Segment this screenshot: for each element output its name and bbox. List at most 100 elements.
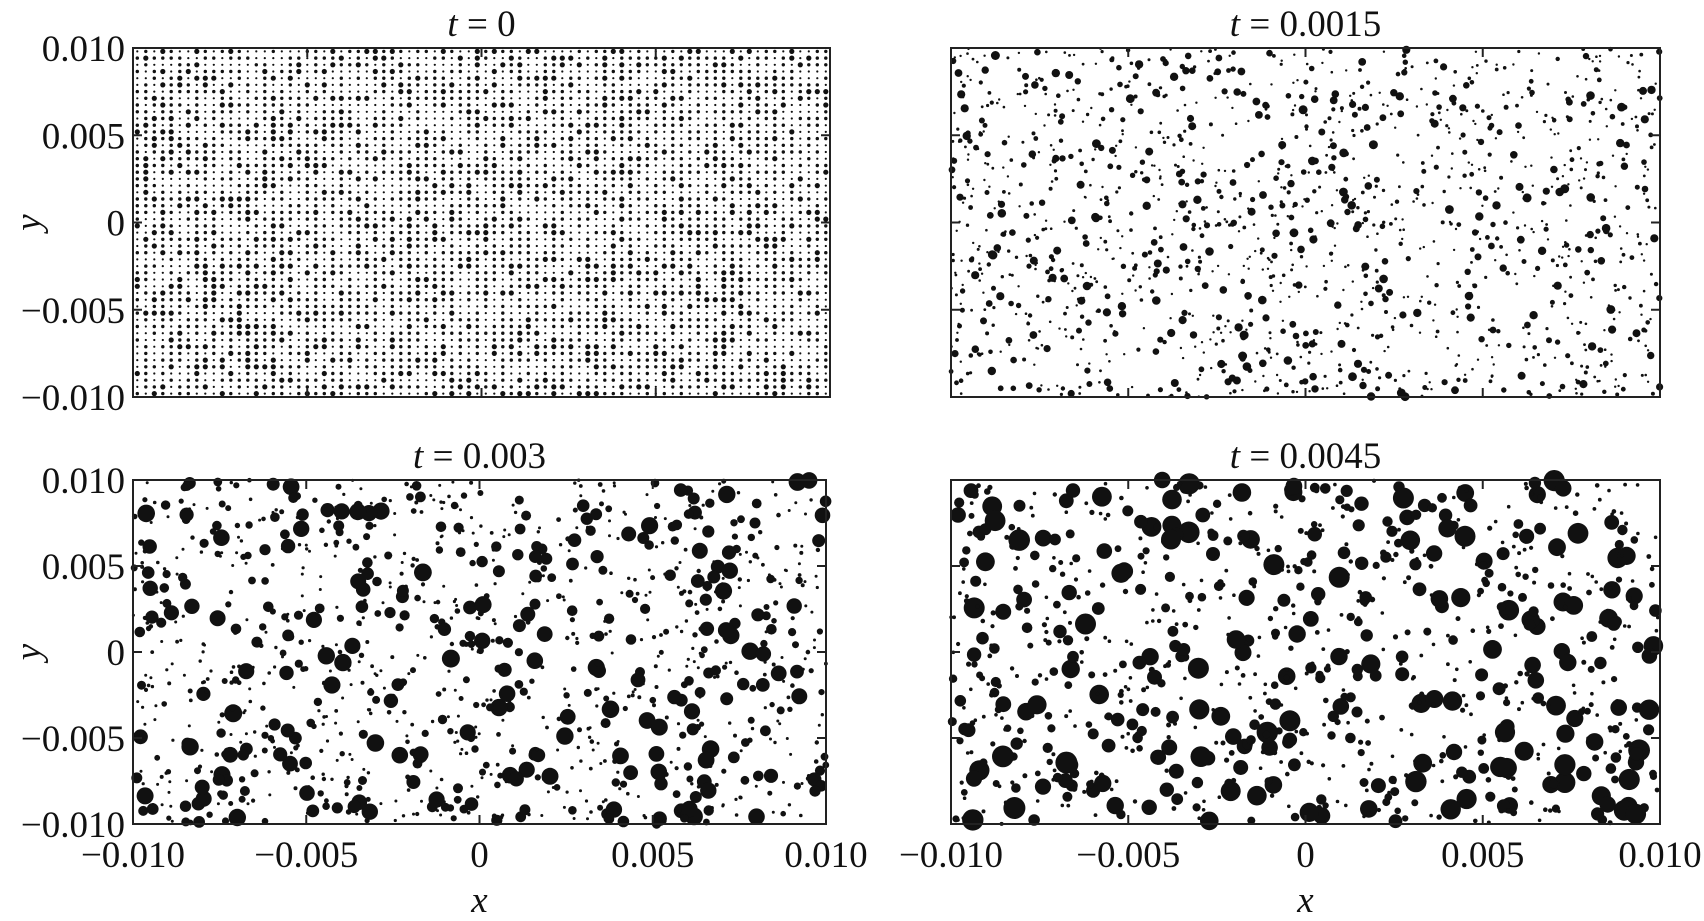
particle (996, 101, 999, 105)
particle (228, 317, 234, 323)
particle (1270, 260, 1273, 264)
particle (526, 237, 530, 241)
particle (535, 391, 539, 396)
particle (1613, 283, 1617, 288)
particle (348, 204, 351, 207)
particle (603, 258, 606, 261)
particle (364, 48, 370, 55)
particle (348, 311, 352, 315)
particle (297, 237, 301, 241)
particle (1360, 307, 1364, 311)
particle (756, 365, 760, 369)
particle (135, 251, 139, 255)
particle (644, 303, 650, 309)
particle (211, 243, 217, 249)
particle (348, 385, 352, 389)
particle (382, 63, 386, 67)
particle (449, 377, 455, 383)
particle (746, 48, 752, 55)
particle (568, 344, 574, 350)
particle (263, 76, 267, 80)
particle (714, 291, 717, 295)
particle (824, 204, 827, 207)
particle (153, 110, 156, 113)
particle (347, 169, 353, 175)
particle (271, 197, 275, 201)
particle (424, 157, 428, 161)
particle (824, 157, 827, 160)
particle (203, 123, 207, 127)
particle (466, 263, 472, 269)
particle (790, 197, 794, 201)
particle (799, 238, 802, 241)
particle (271, 177, 275, 181)
particle (763, 317, 769, 323)
particle (483, 250, 489, 256)
particle (662, 190, 666, 194)
particle (272, 110, 275, 113)
particle (764, 183, 768, 188)
particle (722, 130, 725, 133)
particle (382, 164, 385, 167)
particle (535, 378, 539, 382)
particle (697, 392, 700, 395)
particle (357, 379, 360, 382)
particle (305, 183, 309, 188)
particle (272, 312, 275, 315)
particle (450, 49, 454, 54)
particle (289, 271, 292, 274)
particle (1098, 381, 1101, 384)
particle (816, 97, 819, 100)
particle (1522, 345, 1526, 349)
particle (330, 391, 336, 397)
particle (374, 144, 377, 147)
particle (747, 136, 751, 141)
particle (433, 190, 437, 194)
particle (152, 264, 156, 268)
particle (721, 283, 727, 289)
particle (1307, 227, 1314, 234)
particle (1078, 385, 1082, 389)
particle (1240, 90, 1247, 97)
particle (763, 384, 769, 390)
particle (467, 271, 470, 274)
particle (441, 96, 445, 101)
particle (1553, 356, 1557, 359)
particle (459, 238, 462, 241)
particle (220, 49, 224, 54)
particle (161, 163, 165, 168)
particle (407, 345, 411, 349)
particle (578, 197, 581, 201)
particle (722, 110, 726, 114)
particle (705, 392, 708, 395)
particle (578, 251, 581, 254)
particle (406, 169, 412, 175)
particle (1008, 343, 1011, 347)
particle (1052, 73, 1055, 76)
particle (585, 149, 591, 155)
particle (527, 352, 530, 355)
particle (1095, 280, 1099, 284)
particle (518, 244, 522, 248)
particle (287, 297, 293, 303)
particle (569, 251, 572, 254)
particle (713, 264, 717, 268)
particle (1247, 267, 1250, 270)
particle (1544, 113, 1548, 117)
particle (729, 203, 735, 209)
particle (773, 123, 777, 127)
particle (1580, 364, 1584, 368)
particle (305, 89, 309, 94)
particle (518, 258, 521, 261)
particle (1108, 107, 1115, 113)
particle (491, 162, 497, 169)
particle (662, 365, 666, 369)
particle (229, 264, 233, 268)
particle (1515, 182, 1524, 191)
particle (501, 218, 504, 221)
particle (289, 90, 292, 93)
particle (577, 76, 581, 80)
particle (602, 290, 608, 296)
particle (475, 271, 479, 275)
particle (399, 318, 402, 321)
